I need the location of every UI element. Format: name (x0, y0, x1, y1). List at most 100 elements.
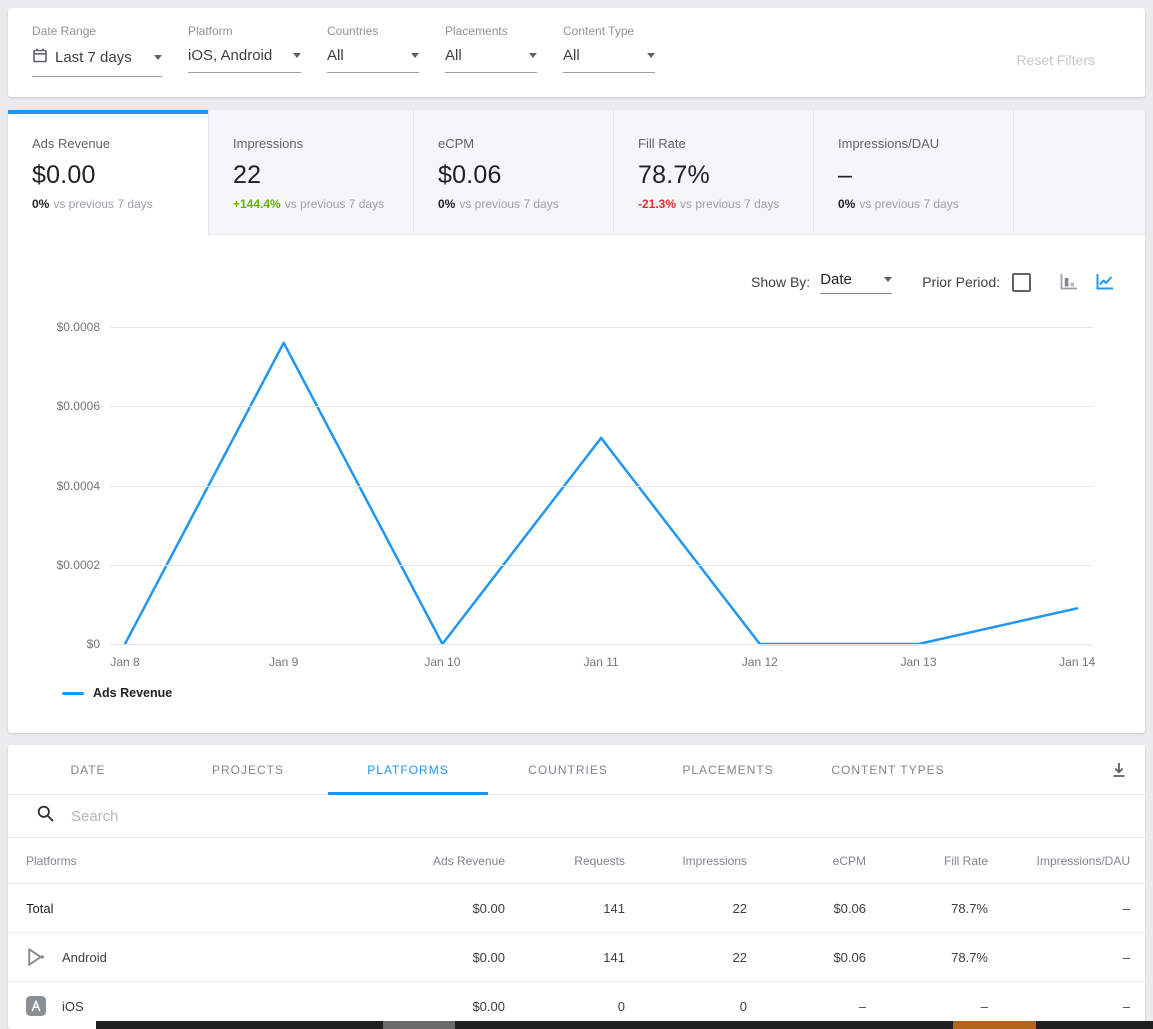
chevron-down-icon (293, 53, 301, 58)
revenue-line-svg (8, 327, 1145, 645)
bar-chart-icon (1057, 281, 1079, 296)
breakdown-table-card: DATE PROJECTS PLATFORMS COUNTRIES PLACEM… (8, 745, 1145, 1029)
column-header-fill-rate: Fill Rate (866, 854, 988, 868)
y-axis-tick: $0.0002 (8, 558, 100, 572)
cell-ads-revenue: $0.00 (385, 950, 505, 965)
metric-tab-empty (1013, 110, 1145, 235)
gridline (110, 406, 1093, 407)
metric-tab-impressions-dau[interactable]: Impressions/DAU – 0%vs previous 7 days (813, 110, 1013, 235)
cell-fill-rate: – (866, 999, 988, 1014)
row-name: Total (26, 901, 385, 916)
metric-tabs: Ads Revenue $0.00 0%vs previous 7 days I… (8, 110, 1145, 235)
metric-delta: 0% (32, 197, 49, 211)
row-name-cell: iOS (26, 996, 385, 1016)
cell-impressions-dau: – (988, 950, 1130, 965)
filter-label: Date Range (32, 24, 162, 38)
tab-projects[interactable]: PROJECTS (168, 745, 328, 794)
filter-date-range: Date Range Last 7 days (32, 24, 162, 77)
show-by-dropdown[interactable]: Date (820, 271, 892, 294)
chart-legend: Ads Revenue (62, 686, 172, 700)
chevron-down-icon (884, 277, 892, 282)
metric-period: vs previous 7 days (285, 197, 384, 211)
metric-label: Fill Rate (638, 136, 789, 151)
search-icon (36, 804, 55, 828)
cell-impressions-dau: – (988, 901, 1130, 916)
metric-tab-fill-rate[interactable]: Fill Rate 78.7% -21.3%vs previous 7 days (613, 110, 813, 235)
active-tab-underline (328, 792, 488, 795)
cell-fill-rate: 78.7% (866, 950, 988, 965)
metric-delta: 0% (438, 197, 455, 211)
filter-label: Placements (445, 24, 537, 38)
date-range-dropdown[interactable]: Last 7 days (32, 47, 162, 77)
gridline (110, 486, 1093, 487)
chart-controls: Show By: Date Prior Period: (751, 265, 1115, 299)
y-axis-tick: $0 (8, 637, 100, 651)
reset-filters-button[interactable]: Reset Filters (1016, 52, 1095, 68)
gridline (110, 565, 1093, 566)
bar-chart-toggle-button[interactable] (1057, 271, 1079, 293)
search-input[interactable] (71, 808, 1145, 825)
filter-placements: Placements All (445, 24, 537, 77)
metric-period: vs previous 7 days (859, 197, 958, 211)
cell-impressions: 22 (625, 901, 747, 916)
cell-impressions-dau: – (988, 999, 1130, 1014)
filter-platform: Platform iOS, Android (188, 24, 301, 77)
metric-label: Impressions (233, 136, 389, 151)
strip-segment (383, 1021, 455, 1029)
tab-placements[interactable]: PLACEMENTS (648, 745, 808, 794)
metric-value: 78.7% (638, 161, 789, 190)
cell-requests: 141 (505, 950, 625, 965)
content-type-value: All (563, 47, 580, 64)
metric-delta-row: 0% vs previous 7 days (438, 197, 589, 211)
metric-delta-row: +144.4%vs previous 7 days (233, 197, 389, 211)
chevron-down-icon (411, 53, 419, 58)
content-type-dropdown[interactable]: All (563, 47, 655, 73)
metric-tab-impressions[interactable]: Impressions 22 +144.4%vs previous 7 days (208, 110, 413, 235)
date-range-value: Last 7 days (55, 49, 132, 66)
prior-period-checkbox[interactable] (1012, 273, 1031, 292)
countries-value: All (327, 47, 344, 64)
tab-platforms[interactable]: PLATFORMS (328, 745, 488, 794)
chevron-down-icon (529, 53, 537, 58)
metric-delta: 0% (838, 197, 855, 211)
line-chart-toggle-button[interactable] (1093, 271, 1115, 293)
x-axis-tick: Jan 12 (720, 655, 800, 669)
metric-period: vs previous 7 days (459, 197, 558, 211)
metric-period: vs previous 7 days (680, 197, 779, 211)
platform-dropdown[interactable]: iOS, Android (188, 47, 301, 73)
x-axis-tick: Jan 14 (1037, 655, 1117, 669)
strip-segment (953, 1021, 1036, 1029)
x-axis-tick: Jan 10 (402, 655, 482, 669)
calendar-icon (32, 47, 48, 68)
cell-impressions: 22 (625, 950, 747, 965)
filters-card: Date Range Last 7 days Platform iOS, And… (8, 8, 1145, 97)
metric-delta-row: -21.3%vs previous 7 days (638, 197, 789, 211)
column-header-requests: Requests (505, 854, 625, 868)
show-by-label: Show By: (751, 274, 810, 290)
chevron-down-icon (647, 53, 655, 58)
x-axis-tick: Jan 9 (244, 655, 324, 669)
metric-tab-ads-revenue[interactable]: Ads Revenue $0.00 0%vs previous 7 days (8, 110, 208, 235)
row-name: Android (62, 950, 107, 965)
tab-countries[interactable]: COUNTRIES (488, 745, 648, 794)
tab-content-types[interactable]: CONTENT TYPES (808, 745, 968, 794)
chevron-down-icon (154, 55, 162, 60)
tab-date[interactable]: DATE (8, 745, 168, 794)
placements-dropdown[interactable]: All (445, 47, 537, 73)
line-chart-icon (1093, 281, 1115, 296)
platform-value: iOS, Android (188, 47, 272, 64)
cell-ecpm: $0.06 (747, 901, 866, 916)
revenue-line (125, 343, 1077, 644)
cell-fill-rate: 78.7% (866, 901, 988, 916)
metric-tab-ecpm[interactable]: eCPM $0.06 0%vs previous 7 days (413, 110, 613, 235)
countries-dropdown[interactable]: All (327, 47, 419, 73)
legend-line-swatch (62, 692, 84, 695)
dashboard-page: Date Range Last 7 days Platform iOS, And… (0, 0, 1153, 1029)
legend-label: Ads Revenue (93, 686, 172, 700)
table-row-total: Total $0.00 141 22 $0.06 78.7% – (8, 884, 1145, 933)
download-button[interactable] (1107, 758, 1131, 782)
metric-label: Ads Revenue (32, 136, 184, 151)
metric-value: – (838, 161, 989, 190)
filter-countries: Countries All (327, 24, 419, 77)
cell-ecpm: $0.06 (747, 950, 866, 965)
